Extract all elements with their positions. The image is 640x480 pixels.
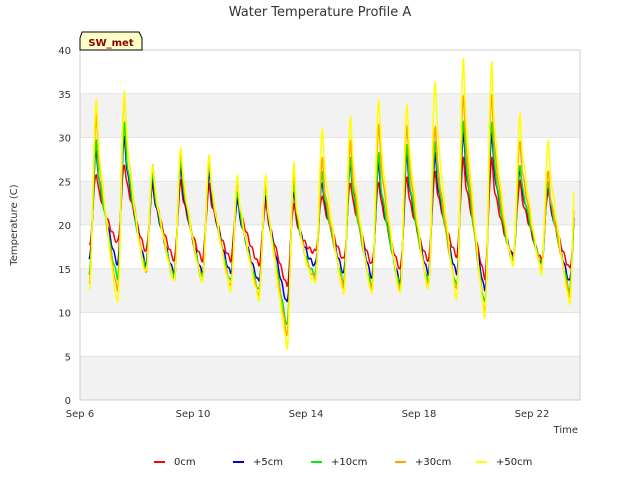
y-tick-label: 40 [58, 46, 71, 57]
grid-band [80, 93, 580, 138]
grid-band [80, 50, 580, 94]
x-tick-label: Sep 14 [289, 409, 324, 420]
grid-band [80, 137, 580, 182]
grid-band [80, 356, 580, 400]
plot-area [79, 49, 581, 401]
y-tick-label: 25 [58, 177, 71, 188]
x-tick-label: Sep 22 [515, 409, 550, 420]
x-tick-label: Sep 6 [66, 409, 94, 420]
legend-label: 0cm [174, 457, 196, 468]
grid-bands [80, 50, 580, 400]
legend-label: +5cm [253, 457, 283, 468]
site-label-box: SW_met [79, 31, 143, 51]
grid-band [80, 268, 580, 313]
y-tick-label: 10 [58, 309, 71, 320]
chart-title: Water Temperature Profile A [229, 5, 412, 20]
y-tick-label: 35 [58, 90, 71, 101]
legend-label: +30cm [415, 457, 451, 468]
grid-band [80, 312, 580, 357]
legend-label: +50cm [496, 457, 532, 468]
x-axis-label: Time [553, 425, 578, 436]
y-tick-label: 30 [58, 134, 71, 145]
y-axis-label: Temperature (C) [9, 184, 20, 266]
legend-label: +10cm [331, 457, 367, 468]
x-axis-ticks: Sep 6 Sep 10 Sep 14 Sep 18 Sep 22 [66, 409, 550, 420]
series-layer [88, 57, 575, 351]
x-tick-label: Sep 10 [176, 409, 211, 420]
y-tick-label: 20 [58, 221, 71, 232]
y-tick-label: 0 [65, 396, 71, 407]
x-tick-label: Sep 18 [402, 409, 437, 420]
y-tick-label: 15 [58, 265, 71, 276]
y-tick-label: 5 [65, 352, 71, 363]
legend: 0cm +5cm +10cm +30cm +50cm [154, 457, 532, 468]
series-line-plus-50cm [88, 57, 575, 351]
y-axis-ticks: 0 5 10 15 20 25 30 35 40 [58, 46, 71, 407]
site-label: SW_met [88, 38, 133, 49]
